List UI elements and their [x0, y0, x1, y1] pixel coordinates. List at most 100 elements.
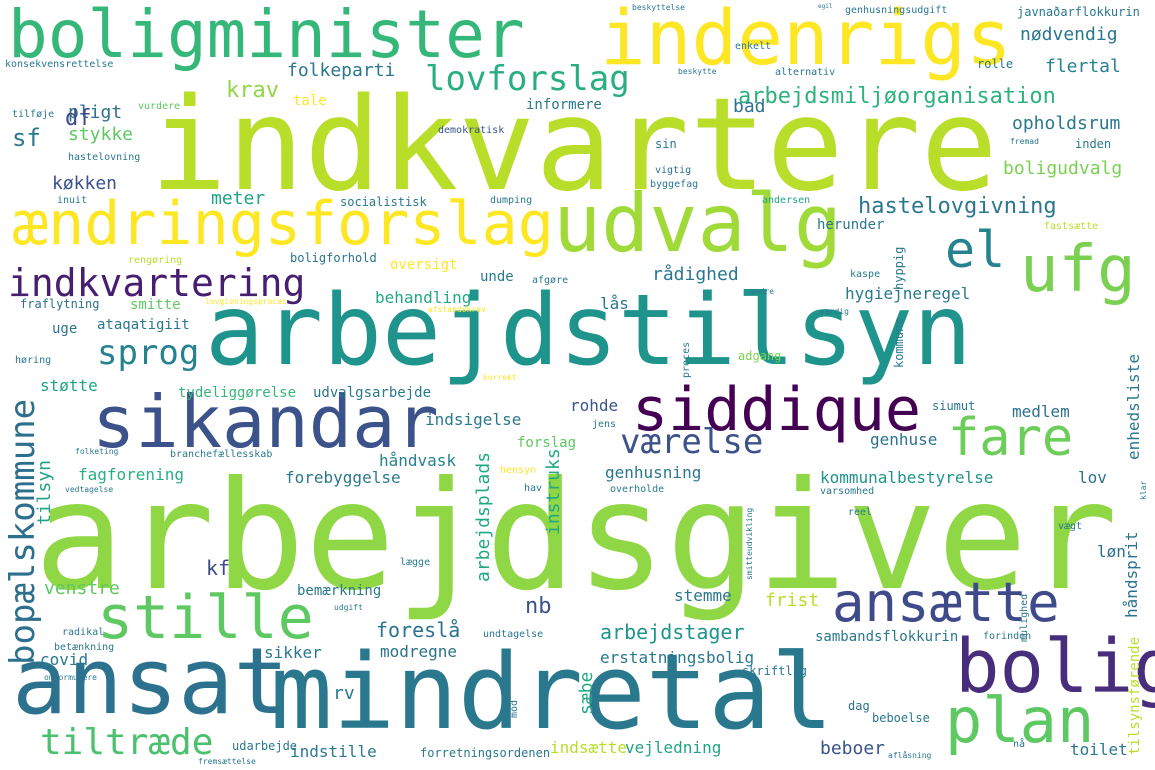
- word-forebyggelse: forebyggelse: [285, 468, 401, 487]
- word-aendre: ændre: [750, 287, 775, 296]
- word-aflaasning: aflåsning: [888, 751, 932, 760]
- word-betaenkning: betænkning: [54, 642, 115, 653]
- word-indsigelse: indsigelse: [425, 410, 522, 429]
- word-socialistisk: socialistisk: [340, 195, 427, 209]
- word-vedtagelse: vedtagelse: [65, 485, 114, 494]
- word-udarbejde: udarbejde: [232, 739, 298, 753]
- word-afgoere: afgøre: [532, 275, 569, 286]
- word-inuit: inuit: [57, 195, 88, 206]
- word-skriftlig: skriftlig: [742, 664, 808, 678]
- word-plan: plan: [945, 684, 1095, 757]
- word-fare: fare: [948, 408, 1074, 468]
- word-bad: bad: [733, 96, 766, 117]
- word-laegge: lægge: [400, 557, 431, 568]
- word-vaerdig: værdig: [820, 307, 849, 316]
- word-sf: sf: [12, 124, 41, 152]
- word-arbejdstilsyn: arbejdstilsyn: [205, 274, 973, 388]
- word-undtagelse: undtagelse: [483, 629, 544, 640]
- word-oversigt: oversigt: [390, 257, 458, 273]
- word-opholdsrum: opholdsrum: [1012, 113, 1121, 134]
- word-vigtig: vigtig: [655, 165, 692, 176]
- word-medlem: medlem: [1012, 402, 1070, 421]
- word-fremad: fremad: [1010, 137, 1039, 146]
- word-rengoering: rengøring: [128, 255, 183, 266]
- word-flertal: flertal: [1045, 56, 1121, 77]
- word-afstandskrav: afstandskrav: [428, 305, 486, 314]
- word-indenrigs: indenrigs: [600, 0, 1012, 82]
- word-siumut: siumut: [932, 399, 976, 413]
- word-herunder: herunder: [817, 217, 885, 233]
- word-lovgivningsproces: lovgivningsproces: [205, 297, 287, 306]
- word-tilsyn: tilsyn: [34, 459, 55, 525]
- word-hav: hav: [524, 483, 543, 494]
- word-adgang: adgang: [738, 349, 782, 363]
- word-ansat: ansat: [12, 628, 289, 735]
- word-rohde: rohde: [570, 396, 619, 415]
- word-nb: nb: [525, 594, 552, 619]
- word-indsaette: indsætte: [550, 738, 628, 757]
- word-beboer: beboer: [820, 738, 886, 759]
- word-arbejdsplads: arbejdsplads: [473, 451, 494, 582]
- word-raadighed: rådighed: [652, 264, 739, 285]
- word-andersen: andersen: [762, 195, 811, 206]
- word-genhuse: genhuse: [870, 430, 938, 449]
- word-informere: informere: [526, 97, 602, 113]
- word-pligt: pligt: [68, 102, 123, 123]
- word-kommunalbestyrelse: kommunalbestyrelse: [820, 468, 994, 487]
- word-foreslaa: foreslå: [376, 618, 461, 642]
- word-tilsynsfoerende: tilsynsførende: [1127, 636, 1143, 755]
- word-instruks: instruks: [543, 448, 564, 535]
- word-kf: kf: [206, 556, 231, 580]
- word-proces: proces: [681, 341, 692, 378]
- word-sin: sin: [655, 137, 677, 151]
- word-branchefaellesskab: branchefællesskab: [170, 449, 273, 460]
- word-overholde: overholde: [610, 484, 665, 495]
- word-loen: løn: [1097, 542, 1126, 561]
- word-dumping: dumping: [490, 195, 533, 206]
- word-enkelt: enkelt: [735, 41, 772, 52]
- word-demokratisk: demokratisk: [438, 125, 505, 136]
- word-noedvendig: nødvendig: [1020, 24, 1118, 45]
- word-omformulere: omformulere: [44, 673, 97, 682]
- word-dag: dag: [848, 699, 870, 713]
- word-arbejdstager: arbejdstager: [600, 620, 745, 644]
- word-folketing: folketing: [75, 447, 119, 456]
- word-ansaette: ansætte: [832, 571, 1060, 634]
- word-haandvask: håndvask: [379, 451, 457, 470]
- word-hygiejneregel: hygiejneregel: [845, 284, 971, 303]
- word-modregne: modregne: [380, 642, 458, 661]
- word-varsomhed: varsomhed: [820, 486, 875, 497]
- word-stille: stille: [97, 583, 314, 653]
- word-indstille: indstille: [290, 742, 377, 761]
- word-vurdere: vurdere: [138, 101, 181, 112]
- word-rv: rv: [333, 683, 355, 704]
- word-forinden: forinden: [983, 631, 1032, 642]
- word-reel: reel: [848, 507, 873, 518]
- word-javnadarflokkurin: javnaðarflokkurin: [1017, 5, 1140, 19]
- word-rolle: rolle: [977, 57, 1014, 71]
- word-koekken: køkken: [52, 173, 118, 194]
- word-hoering: høring: [15, 355, 52, 366]
- word-vejledning: vejledning: [625, 738, 722, 757]
- word-alternativ: alternativ: [775, 67, 836, 78]
- word-mindretal: mindretal: [270, 631, 834, 753]
- word-jens: jens: [592, 419, 617, 430]
- word-beskyttelse: beskyttelse: [632, 3, 685, 12]
- word-tale: tale: [293, 93, 327, 109]
- word-ataqatigiit: ataqatigiit: [97, 317, 190, 333]
- word-radikal: radikal: [62, 627, 105, 638]
- word-krav: krav: [226, 78, 279, 103]
- word-inden: inden: [1075, 137, 1112, 151]
- word-enhedsliste: enhedsliste: [1124, 354, 1143, 460]
- word-indkvartere: indkvartere: [150, 71, 998, 220]
- word-meter: meter: [211, 188, 266, 209]
- word-beskytte: beskytte: [678, 67, 717, 76]
- word-erstatningsbolig: erstatningsbolig: [600, 648, 755, 667]
- word-stemme: stemme: [674, 586, 732, 605]
- word-behandling: behandling: [375, 288, 472, 307]
- word-hastelovning: hastelovning: [68, 152, 141, 163]
- word-boligminister: boligminister: [8, 0, 525, 73]
- word-vaerelse: værelse: [620, 422, 764, 462]
- word-boligforhold: boligforhold: [290, 251, 377, 265]
